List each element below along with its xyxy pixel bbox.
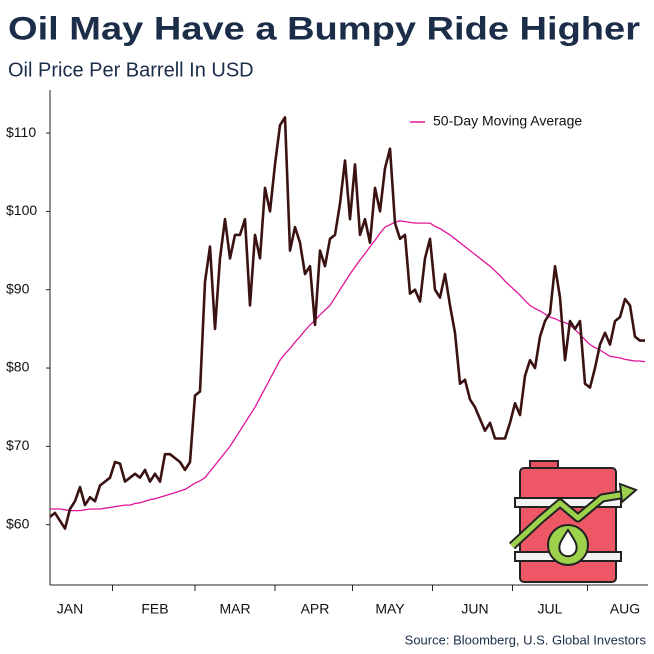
y-tick-label: $60 [6, 515, 30, 531]
chart-subtitle: Oil Price Per Barrell In USD [8, 59, 254, 81]
x-tick-label: JUN [461, 601, 488, 617]
x-tick-label: MAY [375, 601, 405, 617]
x-tick-label: AUG [610, 601, 640, 617]
series-line [50, 220, 646, 512]
legend-label: 50-Day Moving Average [433, 113, 582, 129]
source: Source: Bloomberg, U.S. Global Investors [405, 632, 647, 647]
y-tick-label: $80 [6, 359, 30, 375]
x-tick-label: JUL [538, 601, 563, 617]
x-tick-label: JAN [57, 601, 83, 617]
y-tick-label: $70 [6, 437, 30, 453]
series-line [49, 116, 645, 530]
y-tick-label: $100 [6, 202, 37, 218]
oil-barrel-icon [508, 460, 638, 583]
y-tick-label: $110 [6, 124, 36, 140]
x-tick-label: MAR [219, 601, 250, 617]
x-tick-label: FEB [141, 601, 168, 617]
chart-title: Oil May Have a Bumpy Ride Higher [8, 10, 640, 46]
x-tick-label: APR [301, 601, 330, 617]
y-tick-label: $90 [6, 280, 30, 296]
